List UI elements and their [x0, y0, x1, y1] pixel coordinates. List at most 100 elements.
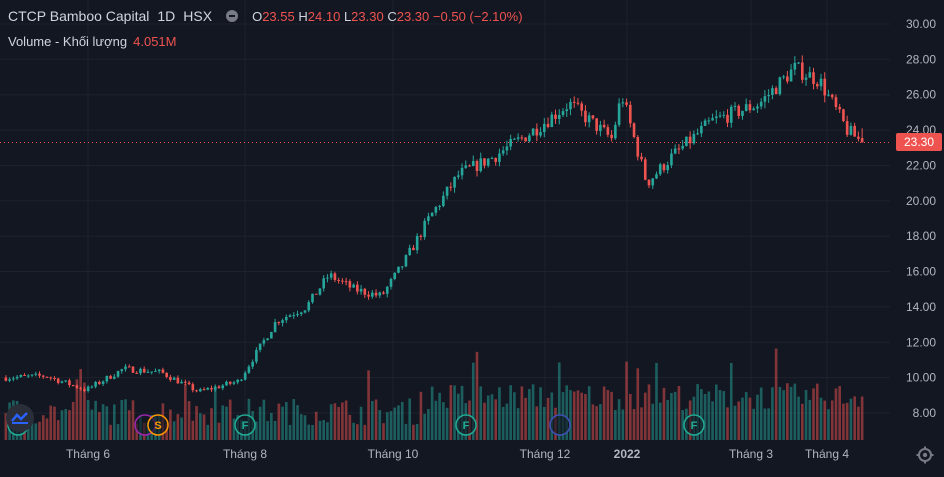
candle-body — [501, 150, 505, 154]
volume-bar — [180, 417, 183, 440]
high-value: 24.10 — [307, 8, 341, 24]
volume-bar — [714, 384, 718, 440]
volume-bar — [75, 379, 79, 440]
candle-body — [655, 174, 658, 179]
candle-body — [225, 381, 228, 386]
volume-bar — [176, 414, 180, 440]
volume-bar — [808, 399, 812, 440]
candle-body — [83, 389, 86, 391]
volume-bar — [228, 399, 232, 440]
volume-bar — [621, 409, 625, 440]
volume-bar — [651, 403, 655, 440]
candle-body — [636, 137, 640, 157]
candle-body — [45, 376, 49, 378]
volume-bar — [673, 391, 677, 440]
volume-bar — [112, 404, 116, 440]
candle-body — [509, 139, 512, 147]
volume-bar — [30, 421, 34, 440]
volume-bar — [767, 408, 770, 440]
volume-bar — [550, 392, 554, 440]
candle-body — [621, 102, 625, 104]
volume-bar — [737, 401, 741, 440]
candle-body — [763, 96, 767, 102]
volume-legend: Volume - Khối lượng 4.051M — [8, 34, 177, 49]
symbol-name[interactable]: CTCP Bamboo Capital — [8, 8, 150, 24]
volume-bar — [53, 406, 56, 440]
visibility-toggle-icon[interactable] — [226, 10, 239, 22]
candle-body — [819, 78, 823, 87]
interval-label[interactable]: 1D — [157, 8, 176, 24]
volume-bar — [217, 422, 221, 440]
volume-bar — [71, 401, 75, 440]
volume-bar — [131, 400, 135, 440]
candle-body — [318, 288, 322, 295]
candle-body — [842, 109, 845, 122]
candle-body — [860, 138, 864, 143]
volume-bar — [367, 370, 370, 440]
volume-bar — [434, 400, 438, 440]
volume-bar — [471, 362, 475, 440]
candle-body — [41, 375, 45, 377]
candle-body — [221, 385, 225, 389]
event-marker-letter: S — [154, 420, 161, 432]
volume-bar — [681, 409, 684, 440]
volume-bar — [41, 415, 45, 440]
volume-bar — [729, 362, 733, 440]
event-marker-financials[interactable]: F — [455, 414, 477, 436]
volume-bar — [591, 404, 595, 440]
volume-bar — [531, 384, 535, 440]
candle-body — [628, 104, 632, 124]
candle-body — [378, 292, 382, 296]
price-axis-label: 8.00 — [913, 406, 937, 420]
volume-bar — [442, 402, 445, 440]
candle-body — [707, 120, 711, 122]
volume-bar — [385, 412, 389, 440]
time-axis-label: Tháng 8 — [223, 447, 267, 461]
tradingview-logo[interactable] — [6, 404, 34, 432]
candle-body — [771, 88, 774, 95]
volume-bar — [169, 409, 172, 440]
candle-body — [449, 186, 453, 188]
volume-bar — [759, 387, 763, 440]
volume-bar — [606, 389, 610, 440]
volume-bar — [266, 421, 269, 440]
volume-bar — [98, 412, 101, 440]
time-axis-label: Tháng 6 — [66, 447, 110, 461]
event-marker-dividend[interactable] — [549, 414, 571, 436]
candle-body — [262, 340, 266, 344]
candle-body — [404, 255, 408, 267]
candle-body — [812, 72, 815, 85]
candle-body — [591, 115, 595, 119]
volume-bar — [782, 390, 785, 440]
volume-bar — [483, 402, 486, 440]
volume-bar — [419, 391, 423, 440]
settings-gear-icon[interactable] — [916, 446, 934, 464]
candle-body — [520, 137, 524, 139]
candle-body — [116, 371, 120, 377]
candle-body — [625, 102, 628, 105]
exchange-label: HSX — [183, 8, 213, 24]
candle-body — [800, 62, 804, 80]
volume-label: Volume - Khối lượng — [8, 34, 128, 49]
candle-body — [483, 158, 486, 166]
volume-bar — [696, 384, 699, 440]
volume-bar — [270, 412, 273, 440]
volume-bar — [666, 399, 670, 440]
volume-bar — [206, 424, 210, 440]
price-axis-label: 12.00 — [906, 335, 936, 349]
volume-bar — [711, 401, 714, 440]
event-marker-financials[interactable]: F — [234, 414, 256, 436]
candle-body — [658, 164, 662, 175]
volume-bar — [819, 397, 823, 440]
volume-bar — [834, 388, 838, 440]
event-marker-financials[interactable]: F — [683, 414, 705, 436]
candle-body — [696, 133, 699, 135]
event-marker-split[interactable]: S — [147, 414, 169, 436]
candle-body — [408, 247, 412, 256]
candle-body — [329, 273, 333, 278]
volume-bar — [49, 405, 53, 440]
volume-bar — [213, 388, 217, 440]
volume-bar — [38, 421, 41, 440]
